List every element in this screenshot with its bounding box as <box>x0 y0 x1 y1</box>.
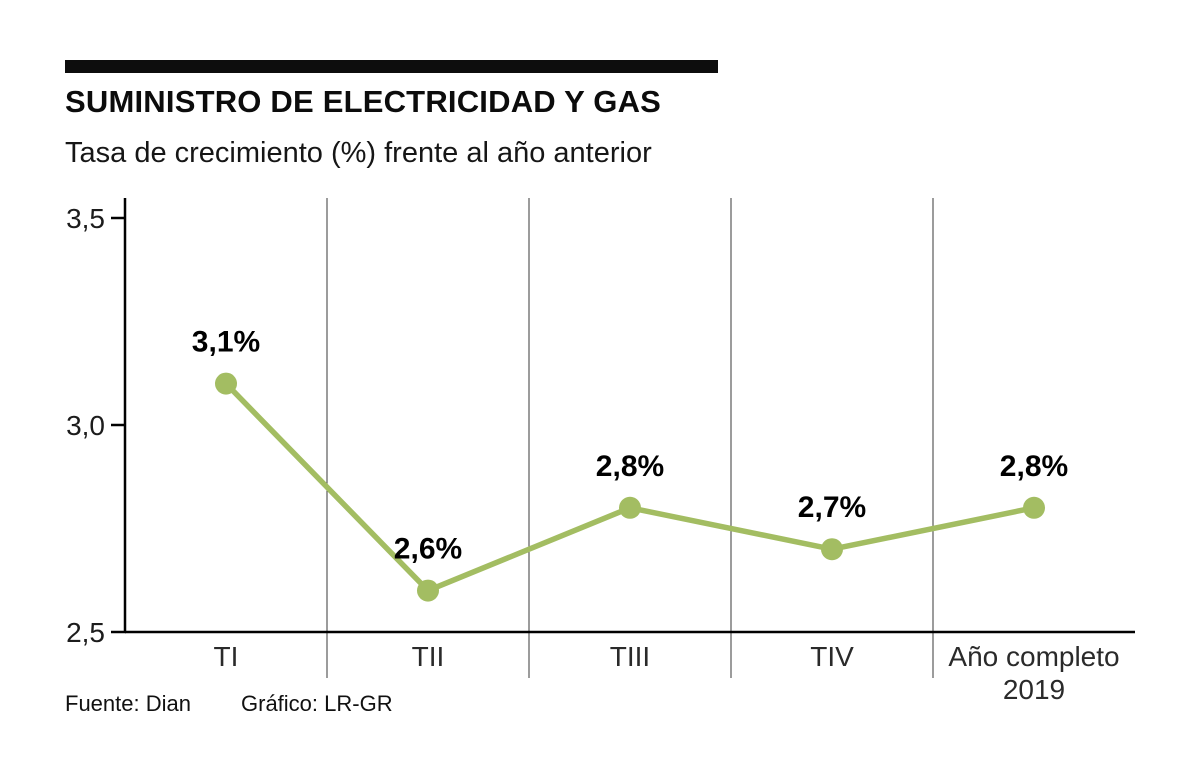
credit-note: Gráfico: LR-GR <box>241 691 393 716</box>
series-line <box>223 380 1037 594</box>
data-point <box>417 579 439 602</box>
chart-subtitle: Tasa de crecimiento (%) frente al año an… <box>65 137 652 169</box>
y-tick-label: 3,5 <box>66 203 105 234</box>
data-point <box>215 372 237 395</box>
x-category-label: TI <box>214 641 239 672</box>
data-point-label: 2,7% <box>798 491 866 524</box>
data-point <box>1023 496 1045 519</box>
y-tick-label: 2,5 <box>66 617 105 648</box>
data-point-label: 2,6% <box>394 533 462 566</box>
title-rule <box>65 60 718 73</box>
x-category-label: Año completo <box>948 641 1119 672</box>
data-point <box>619 496 641 519</box>
x-category-label: TIV <box>810 641 854 672</box>
data-point-label: 2,8% <box>596 450 664 483</box>
chart-title: SUMINISTRO DE ELECTRICIDAD Y GAS <box>65 84 662 119</box>
x-category-label: 2019 <box>1003 674 1065 705</box>
source-note: Fuente: Dian <box>65 691 191 716</box>
x-category-label: TIII <box>610 641 650 672</box>
data-point-label: 2,8% <box>1000 450 1068 483</box>
x-category-label: TII <box>412 641 445 672</box>
data-point <box>821 538 843 561</box>
data-point-label: 3,1% <box>192 326 260 359</box>
y-tick-label: 3,0 <box>66 410 105 441</box>
